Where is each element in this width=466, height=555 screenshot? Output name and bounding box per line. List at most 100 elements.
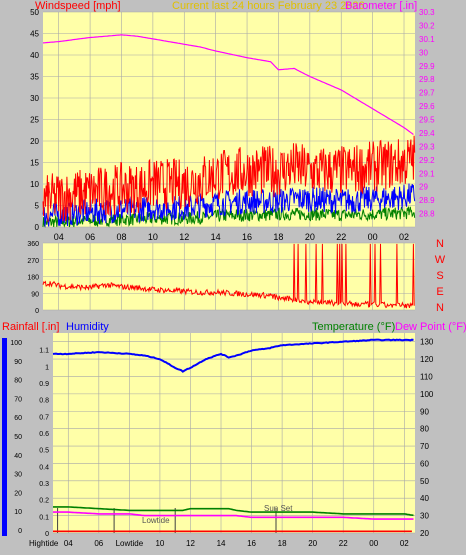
temperature-tick-label: 120 xyxy=(420,355,434,364)
humidity-tick-label: 100 xyxy=(10,340,22,347)
windspeed-tick-label: 50 xyxy=(30,8,39,17)
windspeed-tick-label: 40 xyxy=(30,51,39,60)
rainfall-tick-label: 1.1 xyxy=(39,348,49,355)
x-tick-label: 04 xyxy=(54,232,64,242)
x-tick-label: 06 xyxy=(94,539,103,548)
windspeed-axis-label: Windspeed [mph] xyxy=(35,0,121,12)
temperature-axis-label: Temperature (°F) xyxy=(312,321,395,333)
barometer-tick-label: 29.2 xyxy=(419,156,435,165)
barometer-axis-label: Barometer [.in] xyxy=(345,0,417,12)
barometer-tick-label: 30 xyxy=(419,48,428,57)
x-tick-label: Lowtide xyxy=(116,539,144,548)
direction-letter: N xyxy=(436,238,444,250)
panel1-x-ticks: 04 06 08 10 12 14 16 18 20 22 00 02 xyxy=(54,232,409,242)
x-tick-label: 02 xyxy=(399,232,409,242)
x-tick-label: 10 xyxy=(148,232,158,242)
barometer-tick-label: 30.1 xyxy=(419,35,435,44)
direction-series xyxy=(42,243,415,309)
windspeed-tick-label: 0 xyxy=(35,223,40,232)
wind-series-line xyxy=(42,183,416,227)
x-tick-label: 00 xyxy=(368,232,378,242)
barometer-tick-label: 28.9 xyxy=(419,196,435,205)
barometer-tick-label: 29.4 xyxy=(419,129,435,138)
temperature-tick-label: 110 xyxy=(420,372,433,381)
direction-letter: S xyxy=(436,270,443,282)
temp-humidity-line xyxy=(53,511,414,520)
temp-humidity-grid xyxy=(53,333,415,534)
rainfall-tick-label: 0.4 xyxy=(39,464,49,471)
hightide-label: Hightide xyxy=(29,539,59,548)
temp-humidity-plot-area xyxy=(53,333,415,533)
barometer-tick-label: 28.8 xyxy=(419,210,435,219)
humidity-tick-label: 0 xyxy=(18,528,22,535)
barometer-tick-label: 30.3 xyxy=(419,8,435,17)
direction-tick-label: 180 xyxy=(27,275,39,282)
x-tick-label: 14 xyxy=(217,539,226,548)
barometer-tick-label: 29.8 xyxy=(419,75,435,84)
barometer-tick-label: 29.3 xyxy=(419,142,435,151)
direction-line xyxy=(42,243,415,309)
windspeed-tick-label: 30 xyxy=(30,94,39,103)
humidity-y-ticks: 0 10 20 30 40 50 60 70 80 90 100 xyxy=(10,340,22,535)
wind-baro-series xyxy=(42,34,416,228)
x-tick-label: 18 xyxy=(273,232,283,242)
rainfall-tick-label: 0.3 xyxy=(39,481,49,488)
x-tick-label: 18 xyxy=(278,539,287,548)
wind-series-line xyxy=(42,135,416,223)
humidity-scale-bar xyxy=(2,338,7,536)
windspeed-tick-label: 15 xyxy=(30,159,39,168)
rainfall-tick-label: 0.6 xyxy=(39,431,49,438)
temperature-tick-label: 20 xyxy=(420,529,429,538)
rainfall-tick-label: 0.2 xyxy=(39,498,49,505)
temperature-tick-label: 40 xyxy=(420,494,429,503)
temperature-tick-label: 100 xyxy=(420,390,434,399)
x-tick-label: 12 xyxy=(179,232,189,242)
temperature-tick-label: 60 xyxy=(420,459,429,468)
barometer-tick-label: 29.5 xyxy=(419,116,435,125)
windspeed-tick-label: 25 xyxy=(30,116,39,125)
barometer-tick-label: 29.9 xyxy=(419,62,435,71)
rainfall-tick-label: 1 xyxy=(45,364,49,371)
humidity-tick-label: 50 xyxy=(14,434,22,441)
barometer-tick-label: 30.2 xyxy=(419,21,435,30)
direction-tick-label: 90 xyxy=(31,291,39,298)
direction-tick-label: 0 xyxy=(35,308,39,315)
x-tick-label: 08 xyxy=(116,232,126,242)
x-tick-label: 06 xyxy=(85,232,95,242)
x-tick-label: 00 xyxy=(369,539,378,548)
humidity-tick-label: 40 xyxy=(14,453,22,460)
x-tick-label: 10 xyxy=(155,539,164,548)
barometer-y-ticks: 28.8 28.9 29 29.1 29.2 29.3 29.4 29.5 29.6 29.7 29… xyxy=(419,8,435,219)
direction-y-ticks: 0 90 180 270 360 xyxy=(27,241,39,315)
temperature-tick-label: 90 xyxy=(420,407,429,416)
windspeed-y-ticks: 0 5 10 15 20 25 30 35 40 45 50 xyxy=(30,8,39,232)
windspeed-tick-label: 35 xyxy=(30,73,39,82)
sunset-label: Sun Set xyxy=(264,504,293,513)
chart-title: Current last 24 hours February 23 2026 xyxy=(172,0,365,12)
barometer-tick-label: 29.6 xyxy=(419,102,435,111)
windspeed-tick-label: 45 xyxy=(30,30,39,39)
rainfall-tick-label: 0.7 xyxy=(39,414,49,421)
direction-letter: W xyxy=(435,254,446,266)
dewpoint-axis-label: Dew Point (°F) xyxy=(395,321,466,333)
humidity-axis-label: Humidity xyxy=(66,321,109,333)
barometer-tick-label: 29.1 xyxy=(419,169,435,178)
windspeed-tick-label: 20 xyxy=(30,137,39,146)
rainfall-y-ticks: 0 0.1 0.2 0.3 0.4 0.5 0.6 0.7 0.8 0.9 1 1.1 xyxy=(39,348,49,538)
direction-grid xyxy=(43,242,415,311)
x-tick-label: 12 xyxy=(186,539,195,548)
barometer-tick-label: 29.7 xyxy=(419,89,435,98)
humidity-tick-label: 60 xyxy=(14,415,22,422)
humidity-tick-label: 80 xyxy=(14,378,22,385)
temp-humidity-line xyxy=(53,506,414,517)
x-tick-label: 14 xyxy=(211,232,221,242)
windspeed-tick-label: 5 xyxy=(35,202,40,211)
rainfall-axis-label: Rainfall [.in] xyxy=(2,321,59,333)
x-tick-label: 02 xyxy=(400,539,409,548)
x-tick-label: 20 xyxy=(305,232,315,242)
barometer-tick-label: 29 xyxy=(419,183,428,192)
temperature-tick-label: 130 xyxy=(420,338,434,347)
rainfall-tick-label: 0.8 xyxy=(39,398,49,405)
